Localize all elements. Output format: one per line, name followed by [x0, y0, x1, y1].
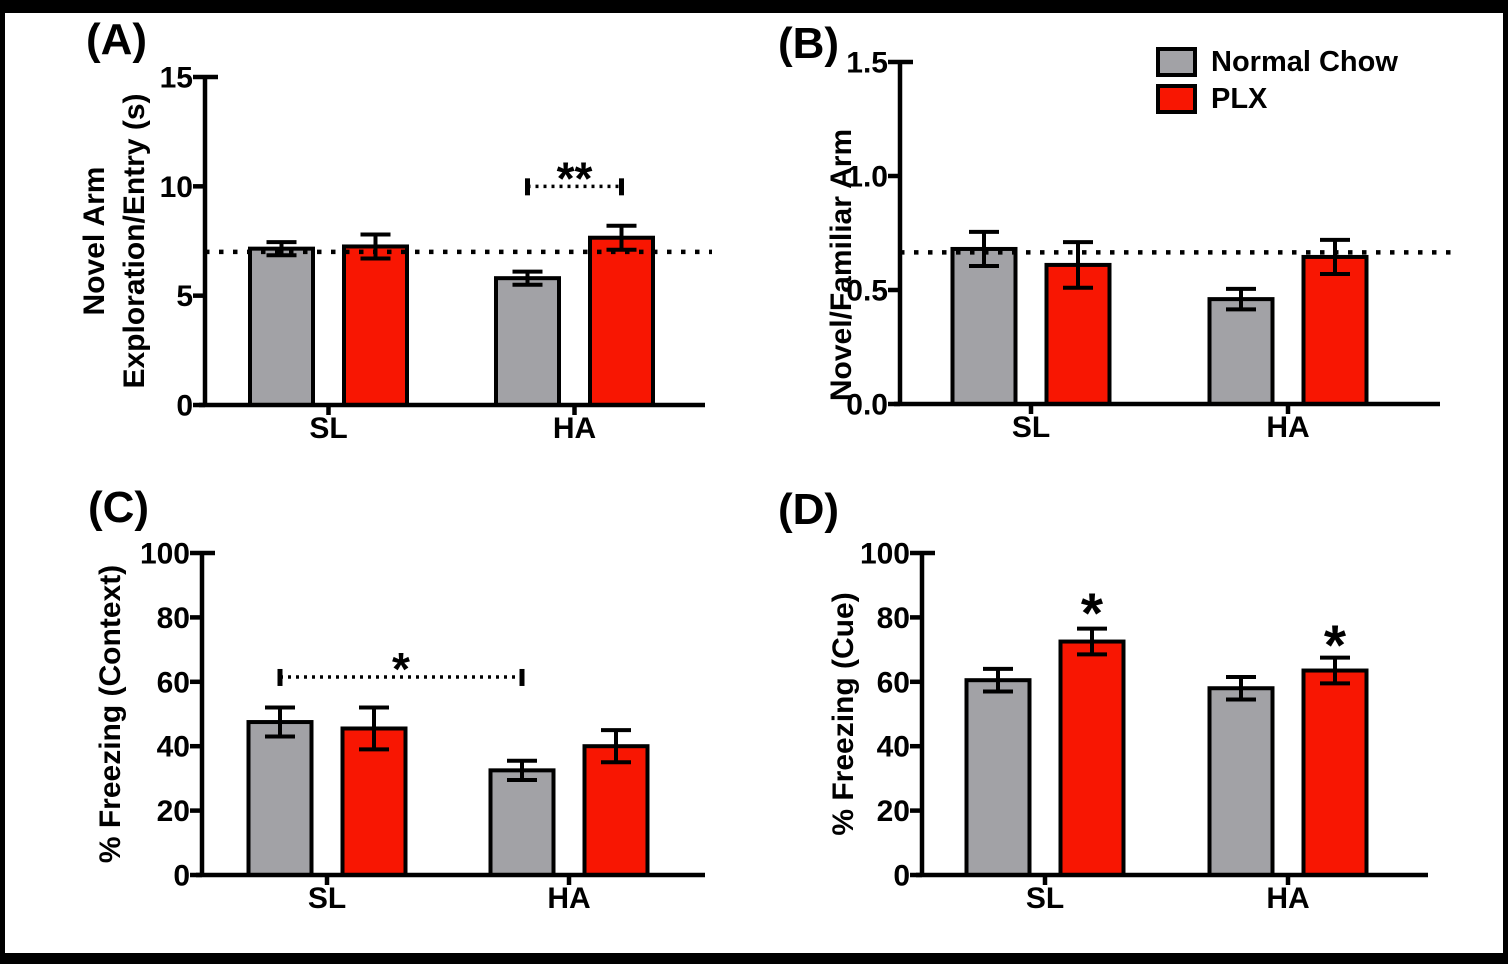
y-axis-title-line-1: Novel Arm: [78, 167, 111, 316]
bar-sl-plx: [342, 244, 409, 407]
error-bar-sl-normal-chow: [266, 240, 297, 258]
error-bar-ha-plx: [601, 728, 631, 765]
error-bar-sl-plx: [1077, 626, 1107, 657]
panel-a: 0 5 10 15 SL HA Novel Arm Exploration/Entry (s)…: [78, 62, 712, 445]
legend: Normal Chow PLX: [1156, 47, 1398, 114]
y-tick-label-0: 0: [173, 860, 190, 893]
bar-sl-plx: [1058, 639, 1126, 877]
y-tick-label-80: 80: [877, 602, 910, 635]
y-tick-label-5: 5: [176, 280, 193, 313]
y-tick-label-100: 100: [860, 538, 910, 571]
figure-background: [5, 13, 1503, 953]
x-label-ha: HA: [553, 412, 596, 445]
error-bar-ha-normal-chow: [507, 758, 537, 783]
error-bar-ha-normal-chow: [1226, 286, 1256, 312]
x-label-ha: HA: [1266, 882, 1309, 915]
bar-ha-plx: [1301, 254, 1369, 406]
error-bar-ha-normal-chow: [1226, 674, 1256, 702]
error-bar-sl-plx: [360, 232, 391, 261]
y-tick-label-0: 0: [893, 860, 910, 893]
bar-ha-plx: [582, 744, 650, 878]
significance-star-1: *: [1081, 581, 1104, 645]
panel-b: 0.0 0.5 1.0 1.5 SL HA Novel/Familiar Arm: [825, 47, 1452, 444]
significance-star-2: *: [1324, 614, 1347, 678]
y-tick-label-0-0: 0.0: [846, 389, 888, 422]
x-label-ha: HA: [547, 882, 590, 915]
error-bar-sl-normal-chow: [969, 229, 999, 269]
x-label-sl: SL: [309, 412, 347, 445]
y-tick-label-1-5: 1.5: [846, 47, 888, 80]
y-tick-label-20: 20: [877, 795, 910, 828]
bar-ha-normal-chow: [494, 276, 561, 408]
y-tick-label-100: 100: [140, 538, 190, 571]
y-axis-title-line-1: % Freezing (Context): [94, 565, 127, 863]
y-axis-title-line-1: Novel/Familiar Arm: [825, 129, 858, 401]
y-tick-label-0-5: 0.5: [846, 275, 888, 308]
bar-sl-normal-chow: [964, 678, 1032, 877]
bar-ha-plx: [588, 235, 655, 407]
panel-d-letter: (D): [778, 485, 840, 534]
y-tick-label-0: 0: [176, 390, 193, 423]
panel-a-letter: (A): [86, 15, 148, 64]
y-tick-label-80: 80: [157, 602, 190, 635]
bar-ha-normal-chow: [1207, 297, 1275, 406]
legend-item-plx: PLX: [1156, 84, 1398, 114]
panel-d: 0 20 40 60 80 100 SL HA % Freezing (Cue) * *: [827, 538, 1428, 915]
significance-bracket-1: *: [277, 643, 525, 695]
legend-swatch-normal-chow: [1156, 47, 1197, 77]
y-axis-title-line-2: Exploration/Entry (s): [118, 93, 151, 388]
bar-ha-plx: [1301, 668, 1369, 878]
bar-ha-normal-chow: [1207, 686, 1275, 877]
panel-b-letter: (B): [778, 19, 840, 68]
legend-swatch-plx: [1156, 84, 1197, 114]
error-bar-sl-plx: [359, 705, 389, 752]
y-tick-label-60: 60: [157, 666, 190, 699]
y-tick-label-40: 40: [877, 731, 910, 764]
error-bar-ha-plx: [1320, 655, 1350, 686]
y-tick-label-20: 20: [157, 795, 190, 828]
bar-sl-normal-chow: [246, 720, 314, 877]
significance-label: *: [392, 643, 410, 695]
error-bar-sl-normal-chow: [983, 666, 1013, 694]
bar-ha-normal-chow: [488, 768, 556, 877]
legend-label-plx: PLX: [1211, 82, 1268, 115]
y-tick-label-1-0: 1.0: [846, 161, 888, 194]
x-label-sl: SL: [1026, 882, 1064, 915]
significance-bracket-1: **: [525, 152, 624, 204]
legend-item-normal-chow: Normal Chow: [1156, 47, 1398, 77]
error-bar-sl-normal-chow: [265, 705, 295, 739]
panel-c-letter: (C): [88, 483, 150, 532]
legend-label-normal-chow: Normal Chow: [1211, 45, 1398, 78]
y-axis-title-line-1: % Freezing (Cue): [827, 592, 860, 835]
bar-sl-normal-chow: [950, 246, 1018, 406]
bar-sl-normal-chow: [248, 246, 315, 407]
y-tick-label-10: 10: [160, 171, 193, 204]
x-label-sl: SL: [308, 882, 346, 915]
x-label-ha: HA: [1266, 411, 1309, 444]
x-label-sl: SL: [1012, 411, 1050, 444]
y-tick-label-15: 15: [160, 62, 193, 95]
significance-label: **: [557, 152, 593, 204]
error-bar-ha-plx: [1320, 237, 1350, 277]
panel-c: 0 20 40 60 80 100 SL HA % Freezing (Context) *: [94, 538, 705, 915]
y-tick-label-40: 40: [157, 731, 190, 764]
error-bar-sl-plx: [1063, 240, 1093, 290]
y-tick-label-60: 60: [877, 666, 910, 699]
error-bar-ha-normal-chow: [512, 269, 543, 287]
